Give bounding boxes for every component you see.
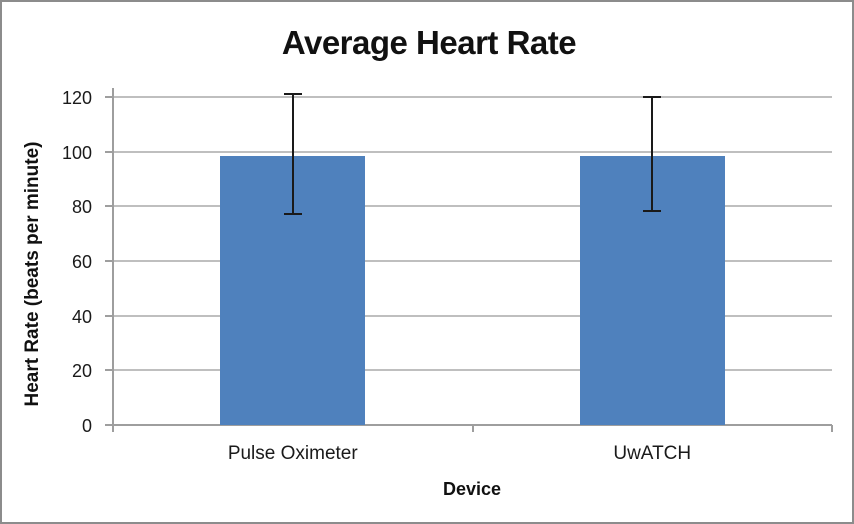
y-tick-label: 100 [61,142,92,163]
y-axis-line [112,88,114,432]
y-gridline [113,205,832,208]
error-bar-cap-top [643,96,662,98]
y-axis-tick [105,424,113,426]
y-axis-tick [105,369,113,372]
y-tick-label: 80 [71,197,92,218]
error-bar-pulse-oximeter [291,94,294,214]
y-axis-tick [105,205,113,208]
y-tick-label: 40 [71,306,92,327]
x-category-label-pulse-oximeter: Pulse Oximeter [227,443,358,464]
error-bar-cap-top [283,93,302,96]
y-axis-tick [105,96,113,98]
x-category-label-uwatch: UwATCH [613,443,692,464]
y-axis-tick [105,150,113,153]
y-axis-tick [105,314,113,317]
chart-title: Average Heart Rate [281,24,577,61]
y-tick-label: 60 [71,252,92,272]
y-gridline [113,260,832,262]
error-bar-cap-bottom [643,209,662,212]
x-axis-tick [112,425,114,432]
x-axis-title: Device [442,479,502,499]
y-gridline [113,369,832,372]
y-gridline [113,314,832,317]
x-axis-tick [831,425,833,432]
y-gridline [113,96,832,98]
y-axis-tick [105,260,113,262]
y-tick-label: 0 [81,416,92,436]
x-axis-tick [471,425,474,432]
error-bar-cap-bottom [283,212,302,215]
y-tick-label: 20 [71,361,92,382]
y-tick-label: 120 [61,88,92,108]
y-gridline [113,150,832,153]
error-bar-uwatch [651,97,654,211]
